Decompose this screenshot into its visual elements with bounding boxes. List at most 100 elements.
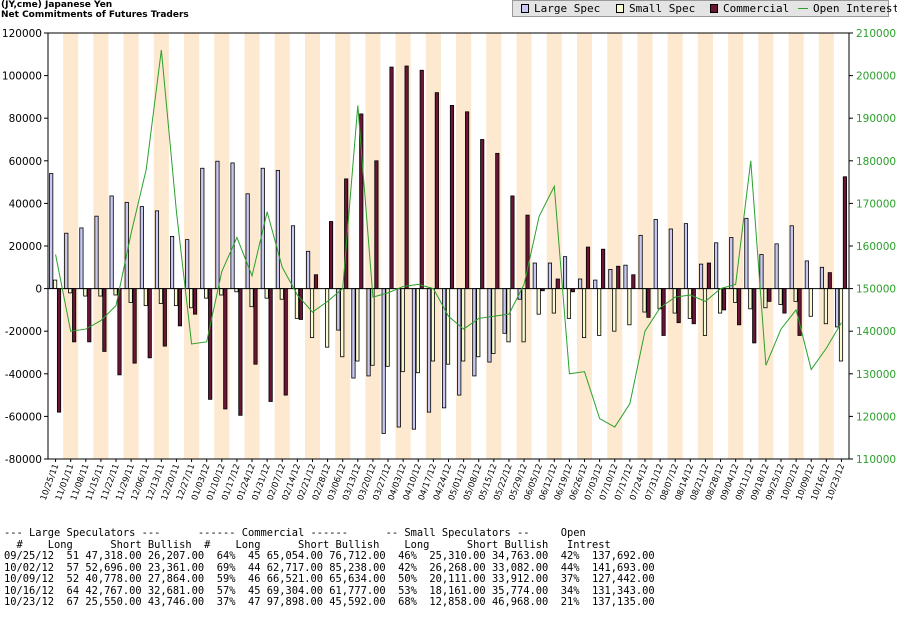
bar-large-spec	[79, 227, 84, 290]
legend-swatch	[710, 4, 718, 13]
open-interest-series	[55, 49, 842, 428]
bar-large-spec	[608, 269, 613, 289]
bar-large-spec	[290, 225, 296, 290]
bar-large-spec	[698, 263, 704, 290]
band-stripe	[697, 33, 713, 459]
bar-commercial	[132, 288, 137, 364]
band-stripe	[788, 33, 804, 459]
bar-commercial	[480, 139, 485, 290]
bar-commercial	[525, 214, 530, 290]
bar-commercial	[238, 288, 243, 416]
bar-commercial	[555, 278, 560, 290]
bar-small-spec	[536, 288, 541, 315]
left-tick-label: -60000	[5, 411, 42, 423]
bar-small-spec	[294, 288, 299, 319]
bar-large-spec	[306, 250, 311, 290]
legend-label: Open Interest	[813, 2, 897, 15]
legend-label: Small Spec	[629, 2, 696, 15]
bar-commercial	[752, 288, 757, 344]
chart: 120000100000800006000040000200000-20000-…	[2, 28, 896, 502]
legend-item-open-interest: Open Interest	[798, 2, 897, 15]
chart-title: (JY,cme) Japanese Yen Net Commitments of…	[1, 0, 189, 20]
bar-commercial	[419, 69, 424, 290]
bar-large-spec	[668, 228, 673, 290]
right-tick-label: 190000	[856, 113, 896, 125]
bar-commercial	[646, 288, 651, 318]
bar-small-spec	[597, 288, 602, 336]
bar-small-spec	[793, 288, 798, 302]
bar-small-spec	[128, 288, 133, 303]
bar-small-spec	[808, 288, 813, 317]
open-interest-line	[55, 49, 842, 428]
bar-small-spec	[158, 288, 163, 304]
bar-small-spec	[189, 288, 194, 309]
bar-small-spec	[642, 288, 647, 313]
bar-large-spec	[547, 262, 552, 290]
band-stripe	[607, 33, 623, 459]
bar-small-spec	[68, 288, 73, 294]
bar-large-spec	[381, 288, 386, 434]
chart-title-line2: Net Commitments of Futures Traders	[1, 10, 189, 20]
left-tick-label: 100000	[2, 71, 42, 83]
bar-large-spec	[774, 243, 779, 289]
bar-large-spec	[109, 195, 114, 290]
bar-large-spec	[215, 160, 220, 289]
bar-commercial	[767, 288, 772, 302]
background-bands	[48, 33, 849, 459]
bar-small-spec	[566, 288, 572, 319]
left-tick-label: 120000	[2, 28, 42, 40]
bar-large-spec	[49, 173, 54, 289]
band-stripe	[576, 33, 593, 459]
bar-small-spec	[476, 288, 481, 358]
bar-large-spec	[396, 288, 401, 428]
bar-commercial	[465, 111, 470, 289]
bar-large-spec	[275, 169, 280, 290]
bar-large-spec	[623, 264, 628, 290]
legend-swatch	[521, 4, 529, 13]
band-stripe	[818, 33, 834, 459]
bar-large-spec	[336, 288, 341, 331]
band-stripe	[184, 33, 200, 459]
bar-large-spec	[789, 225, 794, 290]
bar-commercial	[147, 288, 152, 359]
band-stripe	[335, 33, 351, 459]
band-stripe	[516, 33, 532, 459]
right-tick-label: 160000	[856, 241, 896, 253]
bar-small-spec	[748, 288, 753, 310]
bar-small-spec	[415, 288, 420, 374]
bar-small-spec	[249, 288, 254, 308]
left-axis-ticks: 120000 100000 80000 60000 40000 20000 0 -20000 -…	[2, 28, 48, 466]
bar-small-spec	[733, 288, 738, 303]
bar-large-spec	[64, 232, 69, 290]
bar-small-spec	[279, 288, 284, 300]
bar-commercial	[661, 288, 666, 336]
bar-small-spec	[325, 288, 330, 348]
bar-small-spec	[430, 288, 435, 362]
left-tick-label: -40000	[5, 369, 42, 381]
bar-large-spec	[835, 288, 840, 328]
table-row: 10/16/12 64 42,767.00 32,681.00 57% 45 6…	[4, 584, 655, 597]
bar-small-spec	[763, 288, 768, 309]
bar-small-spec	[370, 288, 375, 366]
bar-large-spec	[139, 206, 144, 289]
bar-large-spec	[200, 167, 205, 289]
bar-large-spec	[578, 278, 583, 290]
bar-large-spec	[532, 262, 537, 290]
legend-item-commercial: Commercial	[710, 2, 789, 15]
bar-large-spec	[819, 266, 825, 289]
bar-small-spec	[702, 288, 708, 336]
bar-commercial	[782, 288, 787, 314]
bar-large-spec	[94, 215, 99, 289]
bar-small-spec	[551, 288, 556, 314]
band-stripe	[304, 33, 321, 459]
bar-commercial	[283, 288, 288, 396]
bar-large-spec	[562, 256, 568, 289]
band-stripe	[728, 33, 744, 459]
bar-small-spec	[173, 288, 179, 307]
bar-small-spec	[385, 288, 390, 367]
legend-item-large-spec: Large Spec	[521, 2, 600, 15]
bar-small-spec	[823, 288, 828, 325]
bar-commercial	[329, 221, 334, 289]
bar-commercial	[842, 176, 847, 290]
bar-large-spec	[593, 279, 598, 289]
